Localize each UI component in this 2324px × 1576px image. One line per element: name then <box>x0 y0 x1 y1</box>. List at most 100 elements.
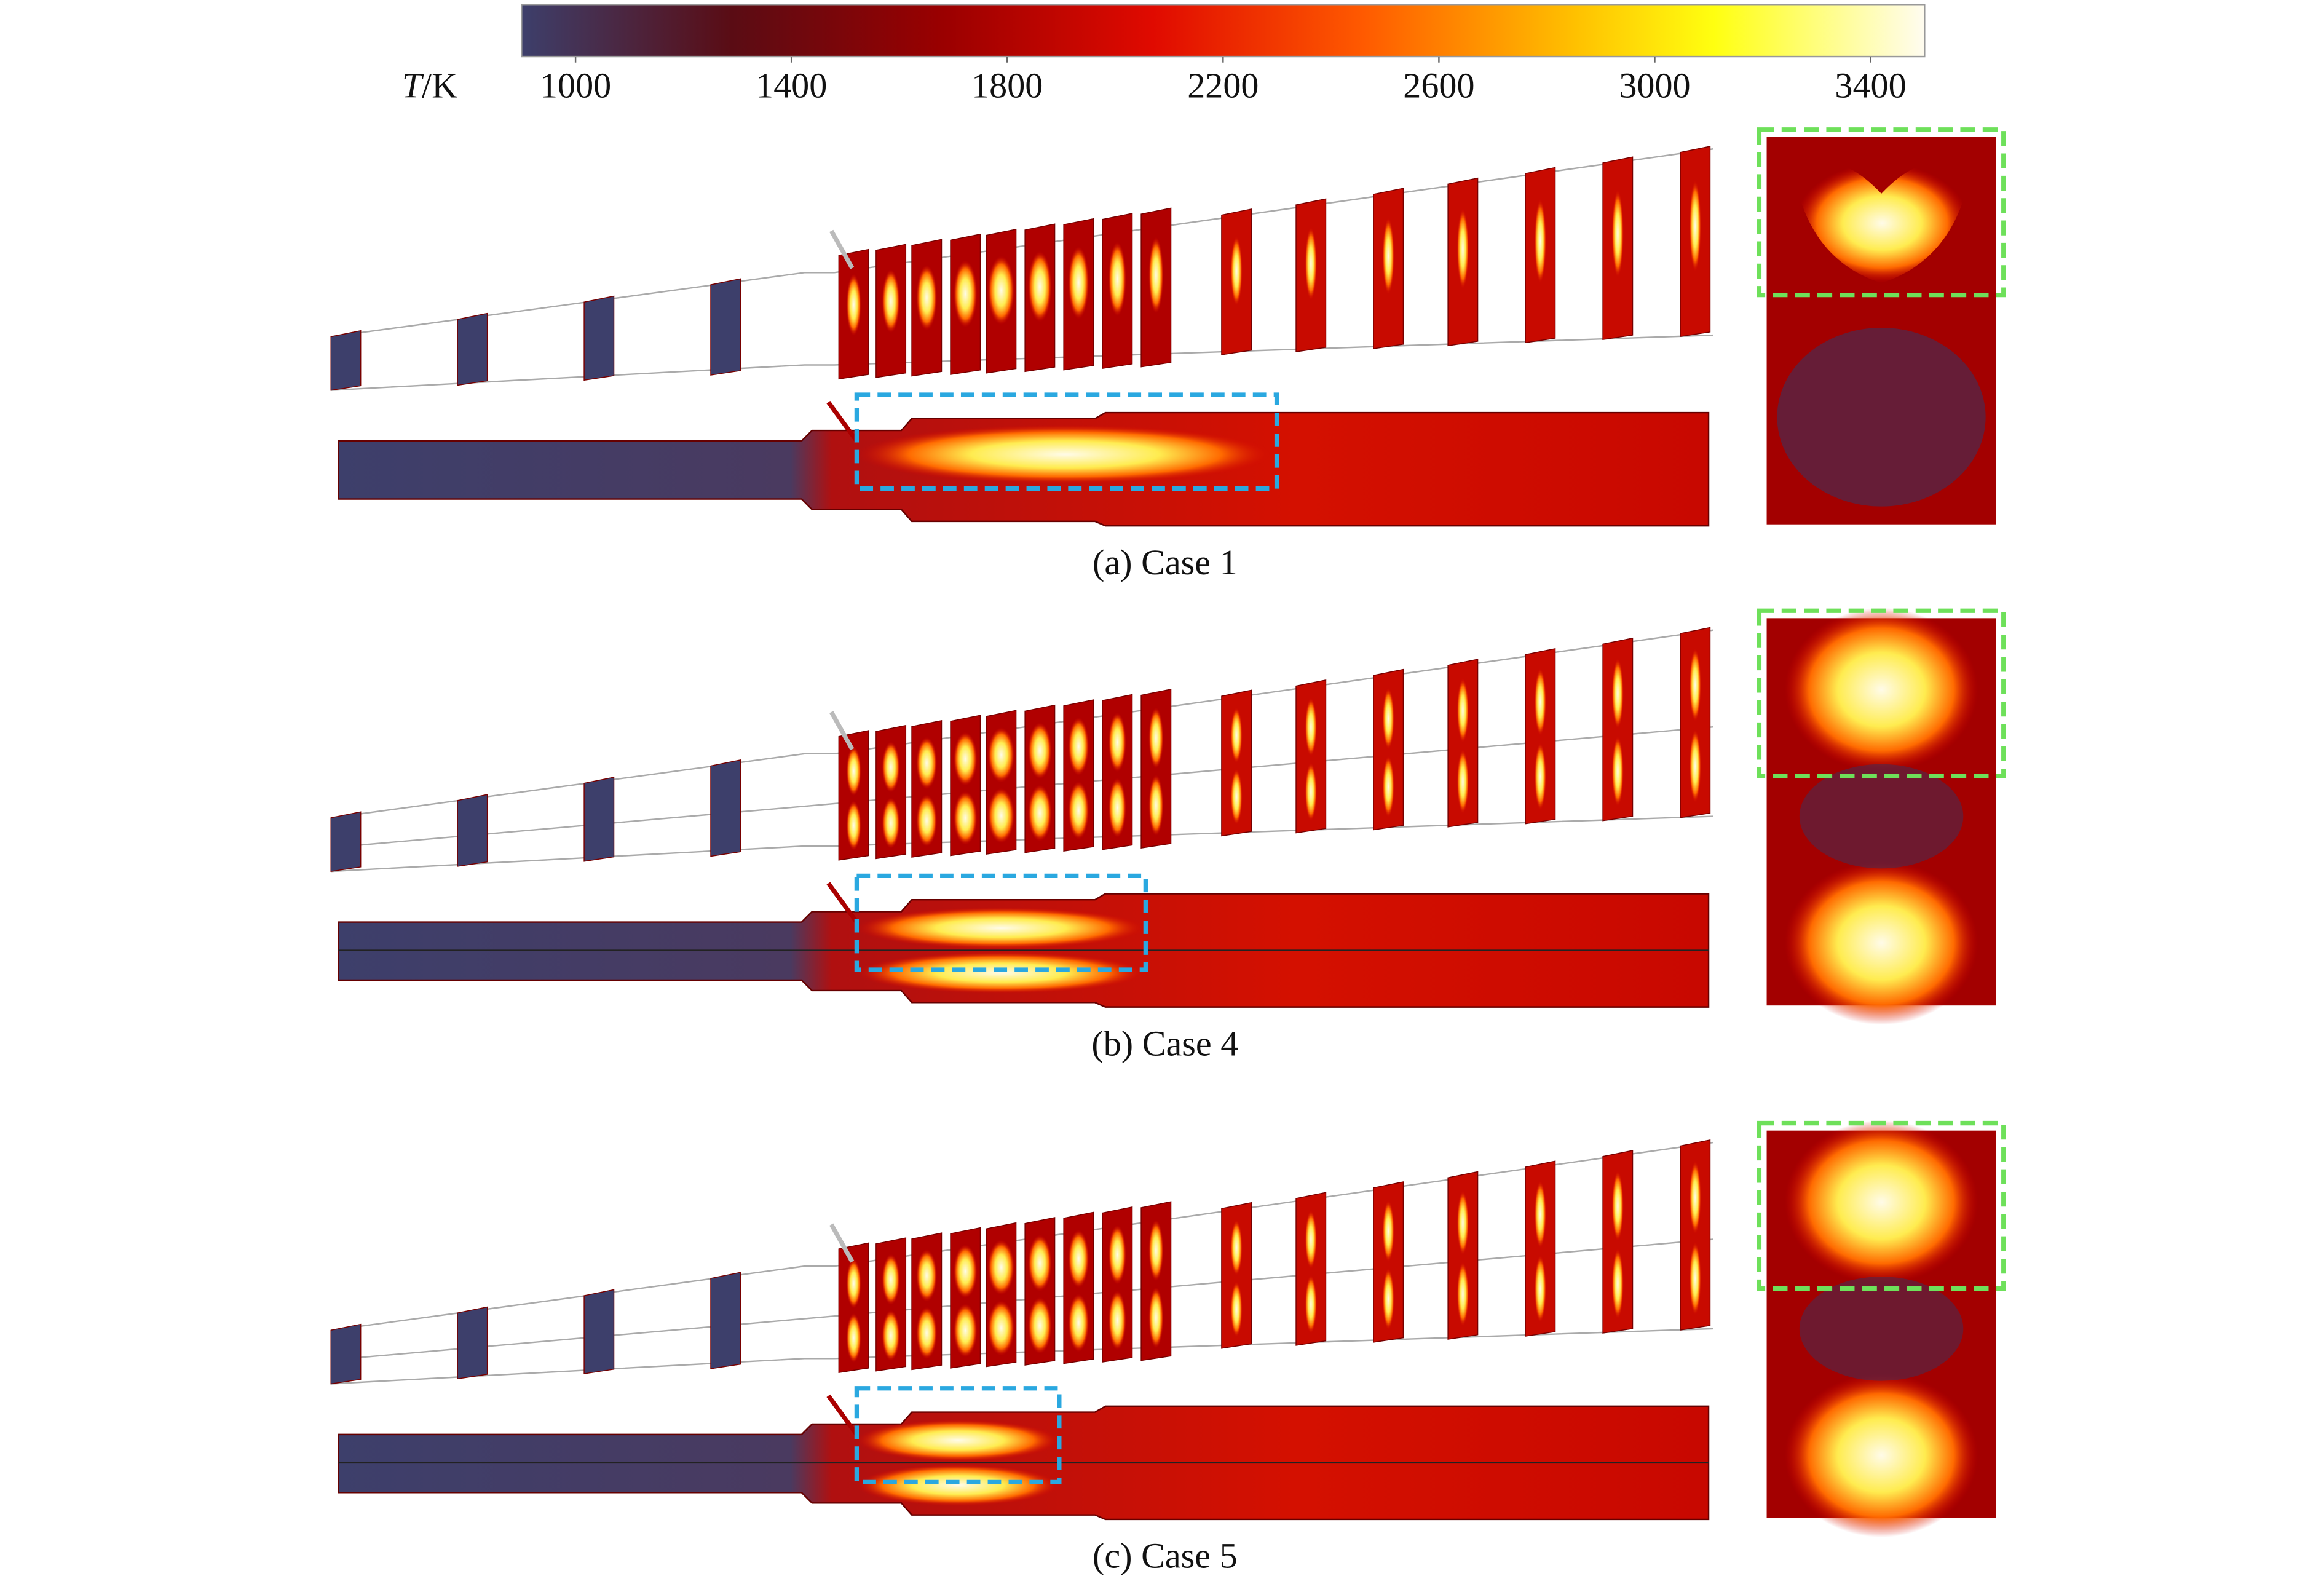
injector <box>829 711 855 751</box>
flame <box>882 742 900 793</box>
flame <box>1108 1224 1126 1285</box>
flame <box>1611 189 1624 278</box>
flame <box>1456 749 1469 814</box>
flame <box>1148 1219 1164 1281</box>
slice <box>1680 627 1711 818</box>
flame <box>1148 1287 1164 1348</box>
zoom-box <box>1757 1120 2006 1291</box>
caption: (b) Case 4 <box>1091 1023 1238 1063</box>
flame <box>1027 1235 1052 1292</box>
flame <box>1611 1248 1624 1320</box>
flame <box>1382 755 1394 818</box>
flame <box>953 732 978 786</box>
flame <box>1534 1180 1547 1248</box>
zoom-box <box>1757 127 2006 298</box>
flame <box>1068 246 1089 319</box>
flame <box>846 801 861 850</box>
panel: (a) Case 1 <box>330 127 2006 582</box>
slice <box>330 330 362 391</box>
zoom-cold <box>1777 327 1986 507</box>
flame <box>856 1464 1059 1507</box>
injector <box>829 1223 855 1263</box>
panel: (c) Case 5 <box>330 1120 2006 1576</box>
slice <box>457 312 488 386</box>
flame <box>1534 1255 1547 1323</box>
flame <box>987 1300 1015 1356</box>
flame <box>953 1303 978 1358</box>
flame <box>1108 1290 1126 1350</box>
flame <box>1689 180 1701 272</box>
slice <box>457 794 488 867</box>
slice <box>330 1323 362 1385</box>
colorbar-tick-label: 1800 <box>971 66 1043 106</box>
zoom-flame <box>1784 608 1978 772</box>
slice <box>1140 689 1172 849</box>
flame <box>1611 1170 1624 1241</box>
colorbar-tick-label: 1000 <box>540 66 611 106</box>
flame <box>1230 707 1243 764</box>
highlight-box <box>854 392 1279 491</box>
flame <box>916 1249 938 1302</box>
colorbar-tick-label: 3400 <box>1835 66 1906 106</box>
flame <box>1230 236 1243 306</box>
flame <box>1689 1160 1701 1235</box>
flame <box>987 1240 1015 1295</box>
flame <box>1611 658 1624 729</box>
flame <box>1534 668 1547 736</box>
flame <box>1148 774 1164 836</box>
flame <box>856 907 1146 949</box>
slice <box>1373 1181 1404 1343</box>
colorbar-unit: /K <box>422 66 457 106</box>
zoom-flame <box>1784 1120 1978 1285</box>
slice <box>1525 648 1556 825</box>
flame <box>916 1307 938 1360</box>
injector <box>826 1394 859 1436</box>
colorbar-tick-label: 2200 <box>1187 66 1259 106</box>
outline <box>331 1238 1713 1361</box>
zoom-cold <box>1799 1277 1964 1381</box>
highlight-box <box>854 1386 1062 1485</box>
flame <box>1611 735 1624 807</box>
flame <box>1456 1190 1469 1256</box>
slice <box>583 295 615 381</box>
zoom-flame <box>1784 861 1978 1025</box>
colorbar <box>521 4 1926 58</box>
outline <box>331 726 1713 849</box>
flame <box>1108 778 1126 838</box>
flame <box>1305 762 1317 822</box>
flame <box>856 951 1146 994</box>
slice <box>1447 659 1479 828</box>
flame <box>1027 251 1052 322</box>
colorbar-tick-label: 1400 <box>756 66 827 106</box>
injector <box>826 400 859 443</box>
outline <box>331 1141 1713 1331</box>
slice <box>1447 1171 1479 1340</box>
caption: (c) Case 5 <box>1093 1536 1238 1576</box>
flame <box>1108 712 1126 772</box>
slice <box>1602 1150 1634 1334</box>
flame <box>846 274 861 336</box>
panel: (b) Case 4 <box>330 608 2006 1063</box>
slice <box>710 278 741 376</box>
flame <box>1689 729 1701 803</box>
flame <box>1027 1297 1052 1354</box>
flame <box>1456 208 1469 290</box>
injector <box>829 229 855 269</box>
outline <box>331 334 1713 391</box>
flame <box>916 264 938 331</box>
caption: (a) Case 1 <box>1093 542 1238 582</box>
colorbar-tick-label: 3000 <box>1619 66 1690 106</box>
flame <box>1148 707 1164 769</box>
flame <box>1305 226 1317 301</box>
slice <box>1140 1201 1172 1361</box>
zoom-box <box>1757 608 2006 778</box>
flame <box>987 788 1015 844</box>
zoom-flame <box>1795 163 1969 283</box>
flame <box>1305 1275 1317 1334</box>
flame <box>1305 697 1317 757</box>
colorbar-tick-label: 2600 <box>1403 66 1474 106</box>
flame <box>953 791 978 845</box>
flame <box>1068 1230 1089 1288</box>
flame <box>916 794 938 847</box>
